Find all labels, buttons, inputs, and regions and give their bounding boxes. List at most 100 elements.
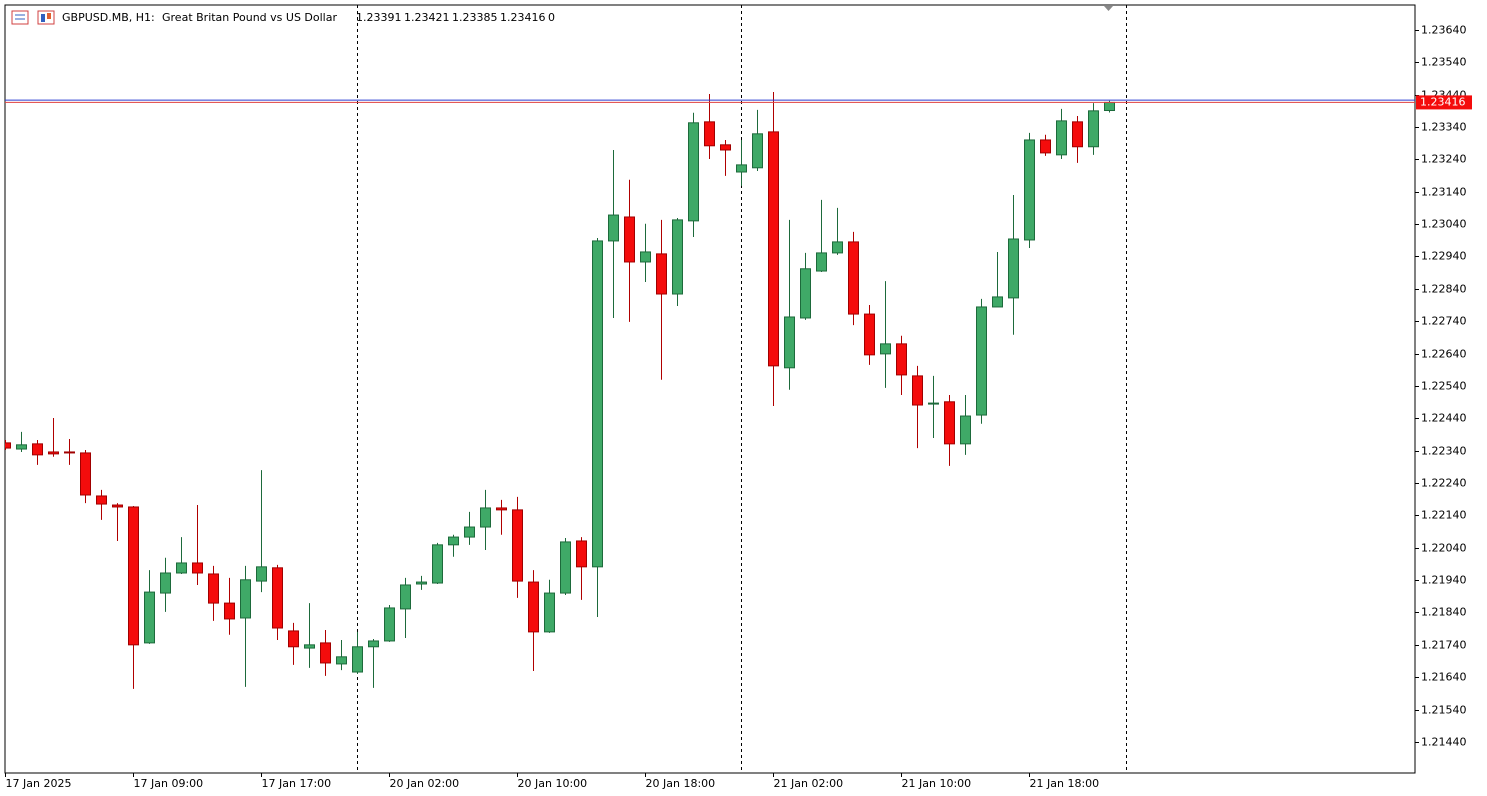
- x-tick-label: 20 Jan 02:00: [390, 777, 460, 790]
- y-tick-label: 1.21840: [1421, 606, 1467, 619]
- candle-body: [336, 656, 347, 665]
- y-tick-label: 1.22240: [1421, 477, 1467, 490]
- icon: [37, 10, 55, 25]
- candle-body: [368, 640, 379, 648]
- period-separators: [357, 5, 1127, 773]
- icon: [41, 14, 45, 22]
- y-tick-label: 1.22840: [1421, 283, 1467, 296]
- candle-body: [896, 343, 907, 376]
- candle-body: [1072, 121, 1083, 148]
- candle-body: [816, 252, 827, 272]
- candle-body: [576, 540, 587, 568]
- candle-body: [720, 144, 731, 151]
- candle-body: [112, 504, 123, 508]
- candle-body: [128, 506, 139, 646]
- x-tick-label: 21 Jan 02:00: [774, 777, 844, 790]
- quote: 1.23385: [452, 11, 498, 24]
- y-tick-label: 1.22740: [1421, 315, 1467, 328]
- candle-body: [224, 602, 235, 620]
- candle-body: [960, 415, 971, 445]
- candle-body: [592, 240, 603, 568]
- candle-body: [656, 253, 667, 295]
- candle-body: [480, 507, 491, 528]
- x-tick-label: 17 Jan 2025: [6, 777, 72, 790]
- candle-body: [528, 581, 539, 633]
- candle-body: [176, 562, 187, 574]
- candle-body: [736, 164, 747, 173]
- candle-body: [320, 642, 331, 664]
- y-tick-label: 1.23340: [1421, 121, 1467, 134]
- y-tick-label: 1.23240: [1421, 153, 1467, 166]
- y-tick-label: 1.21440: [1421, 736, 1467, 749]
- candle-body: [384, 607, 395, 642]
- candle-body: [640, 251, 651, 263]
- quote: 0: [548, 11, 555, 24]
- x-tick-label: 17 Jan 17:00: [262, 777, 332, 790]
- candle-body: [752, 133, 763, 169]
- icon: [47, 13, 51, 19]
- candle-body: [352, 646, 363, 673]
- y-tick-label: 1.22340: [1421, 445, 1467, 458]
- quote: 1.23416: [500, 11, 546, 24]
- candle-body: [400, 584, 411, 610]
- candle-body: [48, 451, 59, 455]
- candle-body: [192, 562, 203, 574]
- y-tick-label: 1.23640: [1421, 24, 1467, 37]
- y-tick-label: 1.22540: [1421, 380, 1467, 393]
- symbol: GBPUSD.MB, H1:: [62, 11, 155, 24]
- candle-body: [832, 241, 843, 254]
- header-icons: [11, 10, 55, 25]
- candle-body: [160, 572, 171, 594]
- bid-label: 1.23416: [1420, 95, 1466, 108]
- candle-body: [288, 630, 299, 648]
- candle-body: [880, 343, 891, 355]
- candle-body: [704, 121, 715, 147]
- candle-body: [1024, 139, 1035, 241]
- quote: 1.23421: [404, 11, 450, 24]
- candle-body: [1040, 139, 1051, 154]
- candle-body: [512, 509, 523, 582]
- candle-body: [912, 375, 923, 406]
- candle-body: [800, 268, 811, 319]
- candle-body: [560, 541, 571, 594]
- candle-body: [544, 592, 555, 633]
- candle-body: [416, 581, 427, 585]
- plot-frame: [4, 4, 1416, 774]
- candle-body: [464, 526, 475, 538]
- x-tick-label: 20 Jan 10:00: [518, 777, 588, 790]
- x-tick-label: 21 Jan 10:00: [902, 777, 972, 790]
- y-tick-label: 1.21540: [1421, 704, 1467, 717]
- bid-label-box: [1416, 95, 1472, 110]
- y-tick-label: 1.23040: [1421, 218, 1467, 231]
- candle-body: [608, 214, 619, 242]
- x-tick-label: 17 Jan 09:00: [134, 777, 204, 790]
- y-tick-label: 1.22140: [1421, 509, 1467, 522]
- candle-body: [272, 567, 283, 629]
- description: Great Britan Pound vs US Dollar: [162, 11, 337, 24]
- candle-body: [5, 442, 11, 449]
- candle-body: [432, 544, 443, 584]
- candle-body: [1088, 110, 1099, 148]
- candle-body: [448, 536, 459, 546]
- y-tick-label: 1.21940: [1421, 574, 1467, 587]
- y-tick-label: 1.22940: [1421, 250, 1467, 263]
- icon: [11, 10, 29, 25]
- candle-body: [304, 644, 315, 649]
- candle-body: [96, 495, 107, 505]
- candle-body: [688, 122, 699, 222]
- candle-body: [144, 591, 155, 644]
- y-tick-label: 1.22440: [1421, 412, 1467, 425]
- x-tick-label: 21 Jan 18:00: [1030, 777, 1100, 790]
- shift-marker: [1104, 6, 1113, 11]
- candle-body: [32, 443, 43, 456]
- candle-body: [864, 313, 875, 356]
- candle-body: [80, 452, 91, 496]
- candle-body: [768, 131, 779, 367]
- x-tick-label: 20 Jan 18:00: [646, 777, 716, 790]
- y-tick-label: 1.23540: [1421, 56, 1467, 69]
- candle-body: [848, 241, 859, 315]
- candle-body: [208, 573, 219, 604]
- candle-body: [1008, 238, 1019, 299]
- candle-body: [496, 507, 507, 511]
